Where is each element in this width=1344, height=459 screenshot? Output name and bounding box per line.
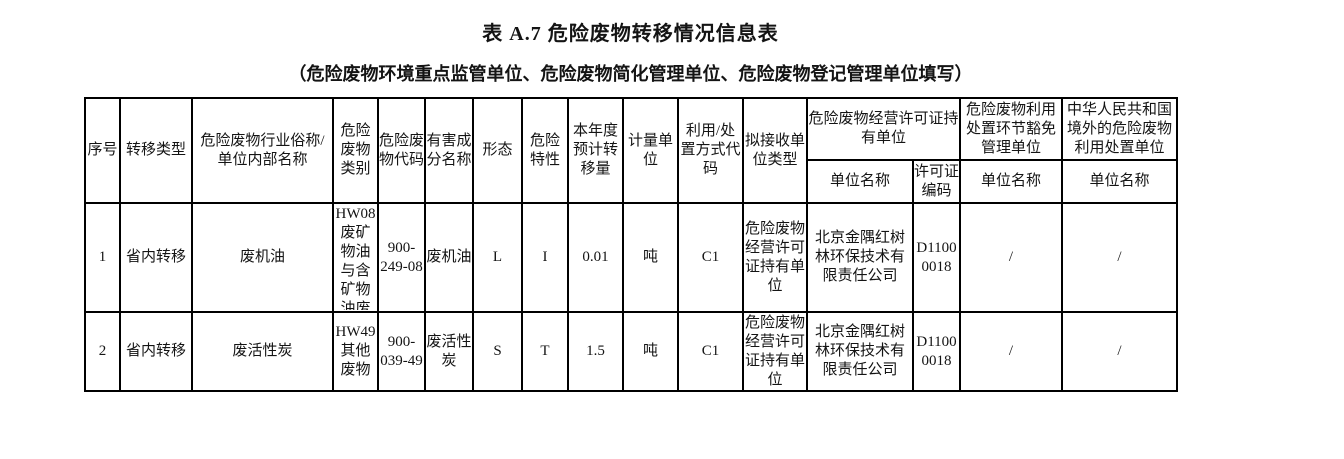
page-subtitle: （危险废物环境重点监管单位、危险废物简化管理单位、危险废物登记管理单位填写）: [288, 64, 973, 84]
col-header-overseas-unit-name: 单位名称: [1061, 159, 1179, 204]
waste-transfer-table: 序号 转移类型 危险废物行业俗称/单位内部名称 危险废物类别 危险废物代码 有害…: [84, 97, 1179, 392]
waste-category-text: HW08废矿物油与含矿物油废物: [335, 206, 376, 310]
cell-form: S: [472, 311, 523, 392]
cell-harmful-component: 废机油: [424, 202, 474, 313]
table-row: 2 省内转移 废活性炭 HW49其他废物 900-039-49 废活性炭 S T…: [84, 311, 1179, 392]
col-header-exempt-unit-name: 单位名称: [959, 159, 1064, 204]
col-header-seq: 序号: [84, 97, 121, 204]
col-header-disposal-code: 利用/处置方式代码: [677, 97, 744, 204]
cell-waste-category: HW08废矿物油与含矿物油废物: [332, 202, 379, 313]
page-title: 表 A.7 危险废物转移情况信息表: [482, 23, 779, 45]
cell-license-code: D11000018: [911, 202, 962, 313]
cell-transfer-type: 省内转移: [119, 202, 193, 313]
col-header-overseas-group: 中华人民共和国境外的危险废物利用处置单位: [1061, 97, 1179, 161]
cell-license-code: D11000018: [911, 311, 962, 392]
cell-disposal-code: C1: [677, 202, 744, 313]
cell-form: L: [472, 202, 523, 313]
table-row: 1 省内转移 废机油 HW08废矿物油与含矿物油废物 900-249-08 废机…: [84, 202, 1179, 313]
cell-receiver-type: 危险废物经营许可证持有单位: [742, 311, 808, 392]
cell-waste-code: 900-249-08: [377, 202, 426, 313]
col-header-hazard-property: 危险特性: [521, 97, 569, 204]
col-header-form: 形态: [472, 97, 523, 204]
cell-disposal-code: C1: [677, 311, 744, 392]
col-header-waste-code: 危险废物代码: [377, 97, 426, 204]
col-header-exempt-group: 危险废物利用处置环节豁免管理单位: [959, 97, 1064, 161]
header-row-subcolumns: 单位名称 许可证编码 单位名称 单位名称: [85, 159, 1179, 204]
cell-hazard-property: T: [521, 311, 569, 392]
col-header-unit-of-measure: 计量单位: [622, 97, 679, 204]
cell-waste-code: 900-039-49: [377, 311, 426, 392]
cell-overseas-unit-name: /: [1061, 202, 1179, 313]
cell-unit-of-measure: 吨: [622, 311, 679, 392]
receiver-type-text: 危险废物经营许可证持有单位: [744, 314, 805, 388]
cell-waste-category: HW49其他废物: [332, 311, 379, 392]
col-header-annual-transfer: 本年度预计转移量: [567, 97, 624, 204]
col-header-license-code: 许可证编码: [911, 159, 962, 204]
col-header-licensed-unit-name: 单位名称: [806, 159, 914, 204]
col-header-transfer-type: 转移类型: [119, 97, 193, 204]
col-header-receiver-type: 拟接收单位类型: [742, 97, 808, 204]
col-header-licensed-group: 危险废物经营许可证持有单位: [805, 97, 962, 161]
cell-overseas-unit-name: /: [1061, 311, 1179, 392]
cell-annual-transfer: 0.01: [567, 202, 624, 313]
cell-harmful-component: 废活性炭: [424, 311, 474, 392]
cell-unit-of-measure: 吨: [622, 202, 679, 313]
col-header-waste-category: 危险废物类别: [332, 97, 379, 204]
cell-seq: 2: [84, 311, 121, 392]
col-header-harmful-component: 有害成分名称: [424, 97, 474, 204]
cell-receiver-type: 危险废物经营许可证持有单位: [742, 202, 808, 313]
cell-seq: 1: [84, 202, 121, 313]
header-row-groups: 序号 转移类型 危险废物行业俗称/单位内部名称 危险废物类别 危险废物代码 有害…: [84, 97, 1179, 204]
cell-exempt-unit-name: /: [959, 311, 1064, 392]
cell-waste-name: 废活性炭: [191, 311, 334, 392]
cell-waste-name: 废机油: [191, 202, 334, 313]
cell-hazard-property: I: [521, 202, 569, 313]
cell-transfer-type: 省内转移: [119, 311, 193, 392]
license-code-header-text: 许可证编码: [914, 163, 960, 199]
cell-licensed-unit-name: 北京金隅红树林环保技术有限责任公司: [806, 202, 914, 313]
col-header-waste-name: 危险废物行业俗称/单位内部名称: [191, 97, 334, 204]
cell-licensed-unit-name: 北京金隅红树林环保技术有限责任公司: [806, 311, 914, 392]
cell-annual-transfer: 1.5: [567, 311, 624, 392]
cell-exempt-unit-name: /: [959, 202, 1064, 313]
